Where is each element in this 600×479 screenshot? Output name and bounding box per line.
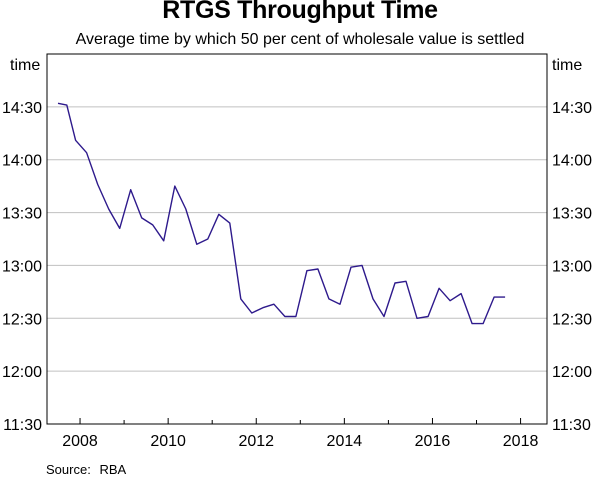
x-tick-label: 2008 [62,433,98,450]
y-tick-label-right: 13:00 [552,258,592,275]
y-tick-label-left: 14:30 [2,100,42,117]
plot-frame [46,53,548,425]
y-tick-label-left: 13:30 [2,206,42,223]
y-tick-label-left: 13:00 [2,258,42,275]
y-tick-label-left: 12:30 [2,311,42,328]
y-tick-label-left: 12:00 [2,364,42,381]
y-tick-label-right: 12:30 [552,311,592,328]
x-tick-label: 2016 [415,433,451,450]
y-tick-label-right: 11:30 [552,417,591,434]
source-label: Source: [46,462,91,477]
x-tick-label: 2012 [238,433,274,450]
y-tick-label-left: 14:00 [2,153,42,170]
y-tick-label-left: 11:30 [3,417,42,434]
x-tick-label: 2010 [150,433,186,450]
y-tick-label-right: 13:30 [552,206,592,223]
series-line-0 [57,102,506,325]
x-tick-label: 2014 [327,433,363,450]
y-tick-label-right: 14:30 [552,100,592,117]
source-note: Source: RBA [46,462,126,477]
y-axis-label-left: time [10,57,41,74]
y-tick-label-right: 12:00 [552,364,592,381]
x-tick-label: 2018 [503,433,539,450]
chart-subtitle: Average time by which 50 per cent of who… [75,31,525,48]
chart-title: RTGS Throughput Time [162,0,438,24]
source-value: RBA [99,462,127,477]
y-tick-label-right: 14:00 [552,153,592,170]
y-axis-label-right: time [552,57,583,74]
